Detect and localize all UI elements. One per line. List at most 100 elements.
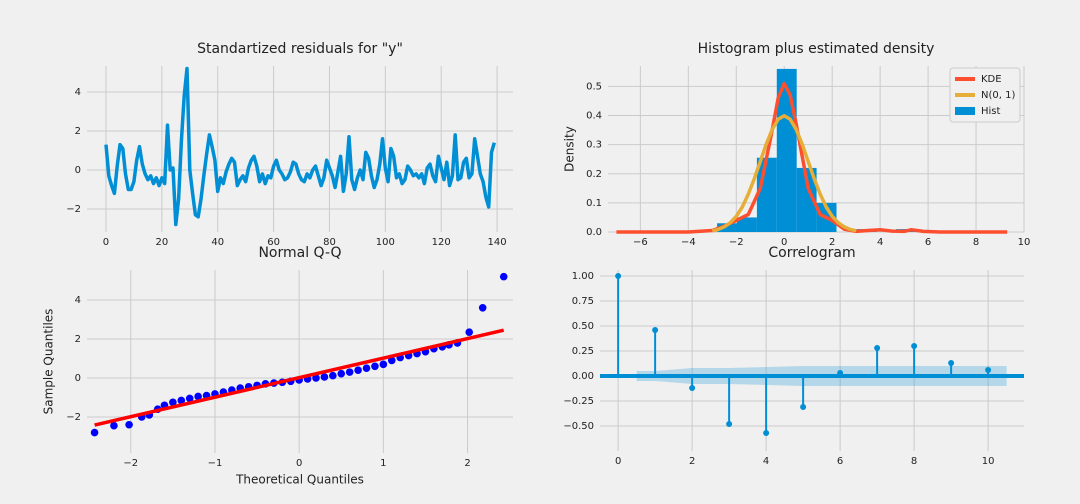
stem-marker — [615, 273, 622, 279]
residual-line — [104, 66, 496, 227]
qq-point — [371, 362, 379, 371]
y-tick-label: 0 — [75, 373, 81, 384]
panel-title: Histogram plus estimated density — [698, 41, 935, 57]
y-tick-label: 0.2 — [586, 169, 602, 180]
panel-title: Correlogram — [768, 245, 855, 261]
x-tick-label: 2 — [829, 237, 835, 248]
x-tick-label: 6 — [837, 456, 843, 467]
legend-label: KDE — [981, 74, 1002, 85]
x-tick-label: −2 — [729, 237, 744, 248]
qq-point — [90, 428, 99, 437]
x-tick-label: 10 — [1018, 237, 1031, 248]
x-tick-label: 100 — [376, 237, 395, 248]
hist-bar — [796, 167, 817, 232]
qq-point — [379, 360, 388, 369]
qq-point — [354, 366, 362, 374]
qq-point — [499, 272, 508, 281]
y-tick-label: 4 — [75, 295, 81, 306]
y-tick-label: 0 — [75, 165, 81, 176]
x-tick-label: −2 — [123, 458, 138, 469]
x-tick-label: −1 — [208, 458, 223, 469]
stem-marker — [800, 404, 807, 410]
stem-marker — [652, 327, 659, 333]
stem-marker — [689, 385, 696, 391]
hist-bar — [736, 217, 757, 232]
y-tick-label: 0.25 — [572, 346, 594, 357]
stem-marker — [948, 360, 955, 366]
stem-marker — [874, 345, 881, 351]
legend-swatch — [955, 107, 975, 115]
y-tick-label: −0.50 — [563, 421, 594, 432]
y-tick-label: 4 — [75, 87, 81, 98]
y-tick-label: −2 — [66, 204, 81, 215]
qq-point — [337, 369, 346, 378]
y-tick-label: 0.5 — [586, 81, 602, 92]
density-curve — [616, 81, 1008, 234]
x-tick-label: 60 — [267, 237, 280, 248]
y-tick-label: 0.1 — [586, 198, 602, 209]
qq-point — [185, 394, 194, 403]
qq-point — [329, 371, 337, 380]
x-tick-label: 0 — [296, 458, 302, 469]
stem-marker — [911, 343, 918, 349]
x-tick-label: 40 — [211, 237, 224, 248]
x-tick-label: 140 — [488, 237, 507, 248]
qq-point — [110, 421, 118, 430]
qq-point — [345, 368, 354, 376]
qq-point — [312, 374, 320, 382]
y-tick-label: −2 — [66, 412, 81, 423]
x-tick-label: 4 — [763, 456, 769, 467]
x-tick-label: 10 — [982, 456, 995, 467]
y-tick-label: 0.0 — [586, 227, 602, 238]
x-tick-label: 2 — [464, 458, 470, 469]
stem-marker — [837, 370, 844, 376]
y-tick-label: 0.4 — [586, 111, 602, 122]
x-tick-label: 6 — [925, 237, 931, 248]
x-tick-label: 1 — [380, 458, 386, 469]
y-tick-label: 0.75 — [572, 296, 594, 307]
qq-point — [125, 420, 133, 429]
stem-marker — [763, 430, 770, 436]
y-tick-label: 1.00 — [572, 271, 594, 282]
y-tick-label: 0.3 — [586, 140, 602, 151]
qq-point — [169, 398, 177, 407]
x-axis-label: Theoretical Quantiles — [235, 473, 364, 487]
x-tick-label: 4 — [877, 237, 883, 248]
qq-point — [465, 328, 474, 336]
x-tick-label: 0 — [103, 237, 109, 248]
x-tick-label: 20 — [155, 237, 168, 248]
qq-point — [362, 364, 371, 373]
hist-bar — [756, 157, 777, 232]
qq-line — [94, 328, 505, 427]
hist-bar — [717, 223, 737, 232]
y-tick-label: 2 — [75, 334, 81, 345]
density-curve — [711, 114, 857, 233]
qq-point — [177, 396, 186, 405]
x-tick-label: 120 — [432, 237, 451, 248]
y-tick-label: 0.50 — [572, 321, 594, 332]
y-axis-label: Density — [563, 126, 577, 172]
x-tick-label: 0 — [615, 456, 621, 467]
x-tick-label: 8 — [973, 237, 979, 248]
y-tick-label: −0.25 — [563, 396, 594, 407]
qq-point — [387, 356, 396, 365]
x-tick-label: 8 — [911, 456, 917, 467]
y-tick-label: 2 — [75, 126, 81, 137]
panel-title: Standartized residuals for "y" — [197, 41, 403, 57]
qq-point — [194, 392, 202, 401]
x-tick-label: 80 — [323, 237, 336, 248]
x-tick-label: −4 — [681, 237, 696, 248]
qq-point — [478, 304, 487, 312]
y-tick-label: 0.00 — [572, 371, 594, 382]
x-tick-label: 2 — [689, 456, 695, 467]
x-tick-label: −6 — [633, 237, 648, 248]
y-axis-label: Sample Quantiles — [42, 309, 56, 415]
legend-label: N(0, 1) — [981, 90, 1015, 101]
stem-marker — [726, 421, 733, 427]
legend-label: Hist — [981, 106, 1001, 117]
panel-title: Normal Q-Q — [258, 245, 341, 261]
qq-point — [320, 373, 329, 381]
x-tick-label: 0 — [781, 237, 787, 248]
